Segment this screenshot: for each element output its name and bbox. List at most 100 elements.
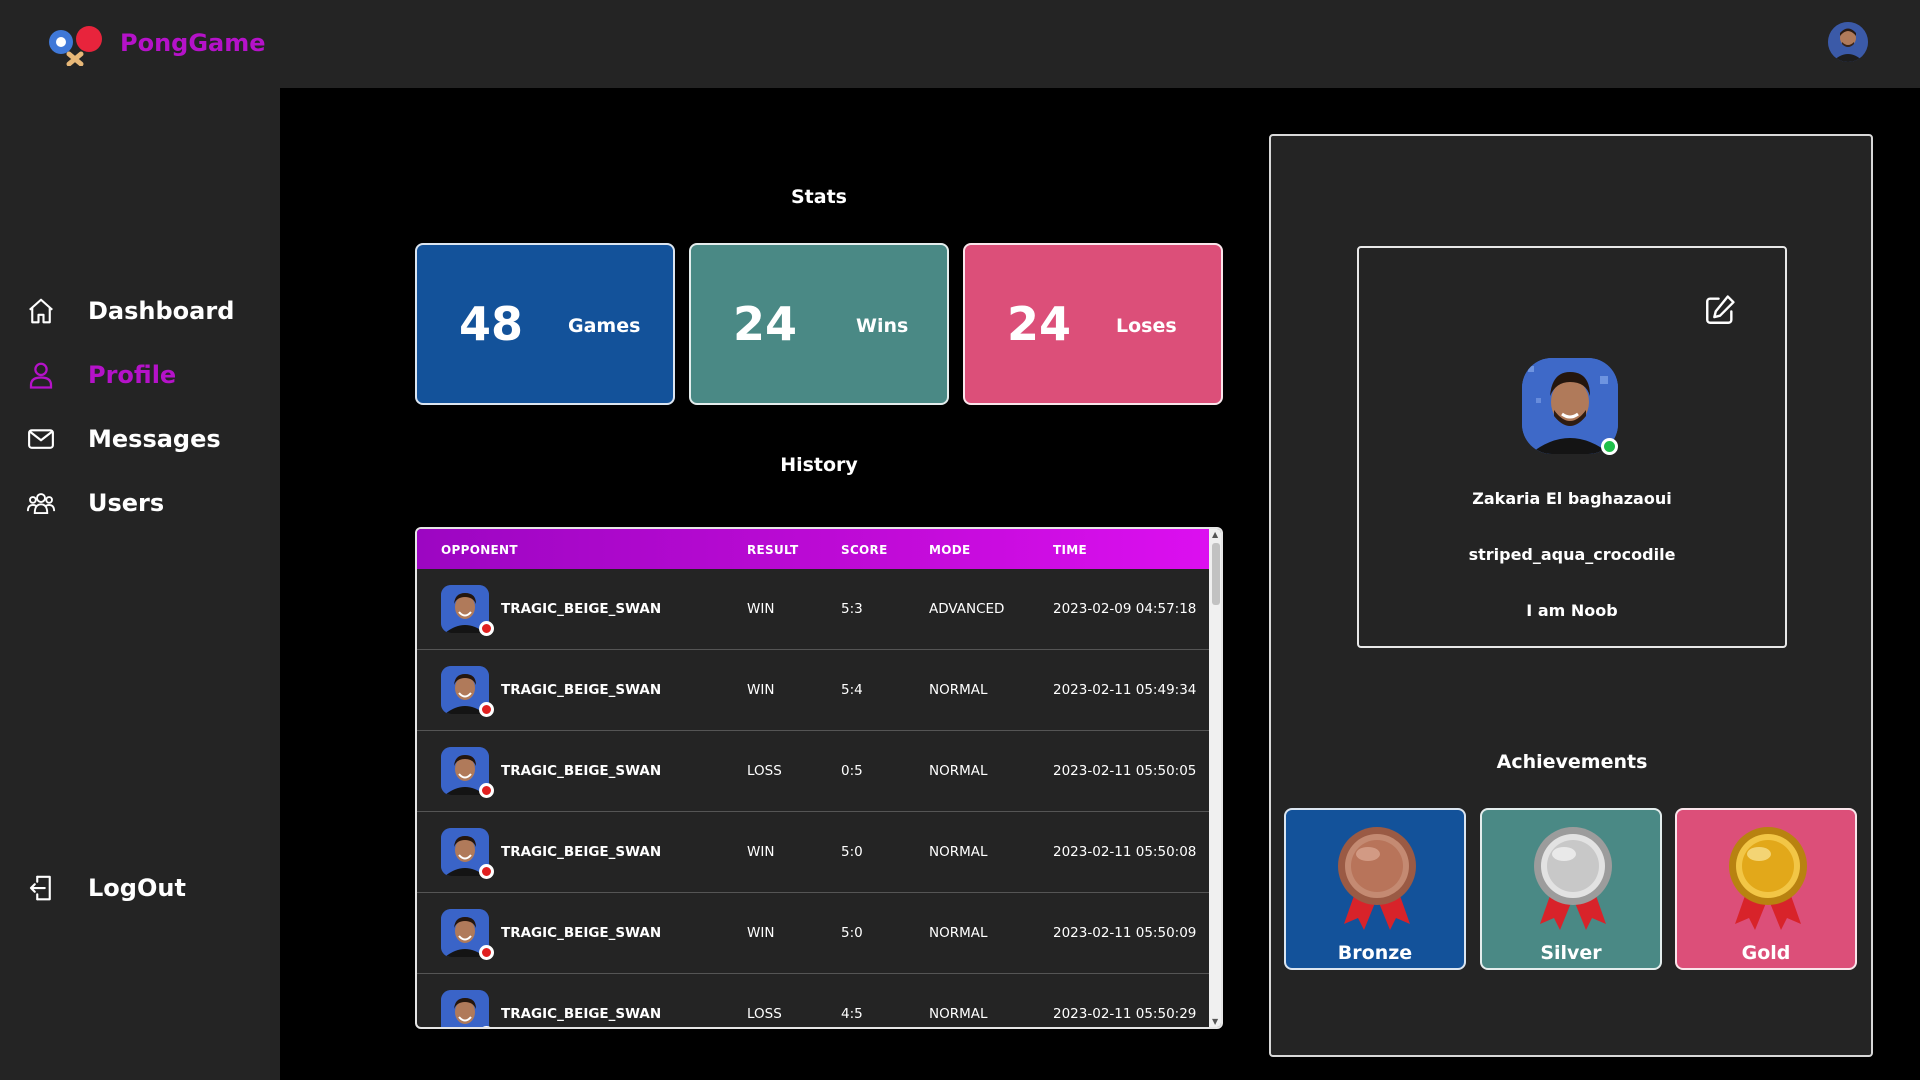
history-table: OPPONENT RESULT SCORE MODE TIME TRAGIC_B… <box>415 527 1223 1029</box>
score-cell: 0:5 <box>841 763 863 779</box>
sidebar-item-profile[interactable]: Profile <box>24 355 176 395</box>
table-row[interactable]: TRAGIC_BEIGE_SWAN LOSS 4:5 NORMAL 2023-02-11… <box>417 974 1209 1027</box>
offline-status-indicator <box>479 702 494 717</box>
logout-button[interactable]: LogOut <box>24 868 186 908</box>
offline-status-indicator <box>479 621 494 636</box>
sidebar-item-label: Dashboard <box>88 297 235 325</box>
wins-label: Wins <box>856 315 909 337</box>
sidebar-item-label: Profile <box>88 361 177 389</box>
bronze-medal-icon <box>1338 827 1416 930</box>
result-cell: LOSS <box>747 1006 782 1022</box>
opponent-name: TRAGIC_BEIGE_SWAN <box>501 844 662 860</box>
ping-pong-logo-icon[interactable] <box>47 22 107 66</box>
table-scrollbar[interactable]: ▲ ▼ <box>1209 529 1221 1027</box>
sidebar-item-label: Users <box>88 489 165 517</box>
offline-status-indicator <box>479 945 494 960</box>
column-header-mode[interactable]: MODE <box>929 543 971 557</box>
sidebar-item-dashboard[interactable]: Dashboard <box>24 291 234 331</box>
result-cell: WIN <box>747 925 775 941</box>
edit-profile-button[interactable] <box>1703 293 1737 327</box>
offline-status-indicator <box>479 864 494 879</box>
offline-status-indicator <box>479 1026 494 1027</box>
scroll-thumb[interactable] <box>1212 543 1220 605</box>
column-header-score[interactable]: SCORE <box>841 543 888 557</box>
profile-full-name: Zakaria El baghazaoui <box>1472 489 1672 508</box>
achievement-label: Gold <box>1741 942 1791 964</box>
achievement-silver: Silver <box>1480 808 1662 970</box>
history-title: History <box>780 454 858 476</box>
users-icon <box>24 486 58 520</box>
mode-cell: NORMAL <box>929 682 988 698</box>
table-row[interactable]: TRAGIC_BEIGE_SWAN WIN 5:3 ADVANCED 2023-02-0… <box>417 569 1209 650</box>
score-cell: 5:0 <box>841 925 863 941</box>
achievement-bronze: Bronze <box>1284 808 1466 970</box>
profile-username: striped_aqua_crocodile <box>1468 545 1676 564</box>
result-cell: WIN <box>747 682 775 698</box>
table-header: OPPONENT RESULT SCORE MODE TIME <box>417 529 1209 569</box>
score-cell: 5:0 <box>841 844 863 860</box>
opponent-name: TRAGIC_BEIGE_SWAN <box>501 1006 662 1022</box>
logout-label: LogOut <box>88 874 186 902</box>
silver-medal-icon <box>1534 827 1612 930</box>
score-cell: 4:5 <box>841 1006 863 1022</box>
score-cell: 5:4 <box>841 682 863 698</box>
games-label: Games <box>568 315 641 337</box>
time-cell: 2023-02-09 04:57:18 <box>1053 601 1197 617</box>
mail-icon <box>24 422 58 456</box>
table-row[interactable]: TRAGIC_BEIGE_SWAN LOSS 0:5 NORMAL 2023-02-11… <box>417 731 1209 812</box>
opponent-name: TRAGIC_BEIGE_SWAN <box>501 601 662 617</box>
opponent-avatar <box>441 990 489 1027</box>
loses-label: Loses <box>1116 315 1177 337</box>
mode-cell: ADVANCED <box>929 601 1005 617</box>
table-row[interactable]: TRAGIC_BEIGE_SWAN WIN 5:4 NORMAL 2023-02-11 … <box>417 650 1209 731</box>
stat-card-wins: 24 Wins <box>689 243 949 405</box>
sidebar-item-label: Messages <box>88 425 221 453</box>
brand-name[interactable]: PongGame <box>120 29 266 57</box>
edit-icon <box>1706 295 1735 324</box>
mode-cell: NORMAL <box>929 925 988 941</box>
profile-bio: I am Noob <box>1526 601 1618 620</box>
mode-cell: NORMAL <box>929 1006 988 1022</box>
result-cell: LOSS <box>747 763 782 779</box>
opponent-name: TRAGIC_BEIGE_SWAN <box>501 682 662 698</box>
column-header-opponent[interactable]: OPPONENT <box>441 543 518 557</box>
online-status-indicator <box>1601 438 1618 455</box>
loses-count: 24 <box>1007 297 1072 351</box>
logout-icon <box>24 871 58 905</box>
time-cell: 2023-02-11 05:50:09 <box>1053 925 1197 941</box>
scroll-down-icon[interactable]: ▼ <box>1212 1017 1219 1026</box>
achievements-title: Achievements <box>1496 751 1648 773</box>
result-cell: WIN <box>747 844 775 860</box>
column-header-time[interactable]: TIME <box>1053 543 1087 557</box>
time-cell: 2023-02-11 05:49:34 <box>1053 682 1197 698</box>
table-row[interactable]: TRAGIC_BEIGE_SWAN WIN 5:0 NORMAL 2023-02-11 … <box>417 812 1209 893</box>
mode-cell: NORMAL <box>929 844 988 860</box>
user-avatar[interactable] <box>1828 22 1868 62</box>
time-cell: 2023-02-11 05:50:08 <box>1053 844 1197 860</box>
stat-card-games: 48 Games <box>415 243 675 405</box>
wins-count: 24 <box>733 297 798 351</box>
column-header-result[interactable]: RESULT <box>747 543 799 557</box>
scroll-up-icon[interactable]: ▲ <box>1212 530 1219 539</box>
opponent-name: TRAGIC_BEIGE_SWAN <box>501 925 662 941</box>
sidebar <box>0 88 280 1080</box>
profile-avatar <box>1522 358 1618 454</box>
sidebar-item-messages[interactable]: Messages <box>24 419 221 459</box>
user-icon <box>24 358 58 392</box>
table-body: TRAGIC_BEIGE_SWAN WIN 5:3 ADVANCED 2023-02-0… <box>417 569 1209 1027</box>
top-bar: PongGame <box>0 0 1920 88</box>
home-icon <box>24 294 58 328</box>
achievement-label: Silver <box>1540 942 1602 964</box>
achievement-gold: Gold <box>1675 808 1857 970</box>
time-cell: 2023-02-11 05:50:29 <box>1053 1006 1197 1022</box>
result-cell: WIN <box>747 601 775 617</box>
score-cell: 5:3 <box>841 601 863 617</box>
sidebar-item-users[interactable]: Users <box>24 483 164 523</box>
opponent-name: TRAGIC_BEIGE_SWAN <box>501 763 662 779</box>
gold-medal-icon <box>1729 827 1807 930</box>
stat-card-loses: 24 Loses <box>963 243 1223 405</box>
table-row[interactable]: TRAGIC_BEIGE_SWAN WIN 5:0 NORMAL 2023-02-11 … <box>417 893 1209 974</box>
offline-status-indicator <box>479 783 494 798</box>
achievement-label: Bronze <box>1337 942 1413 964</box>
games-count: 48 <box>459 297 524 351</box>
